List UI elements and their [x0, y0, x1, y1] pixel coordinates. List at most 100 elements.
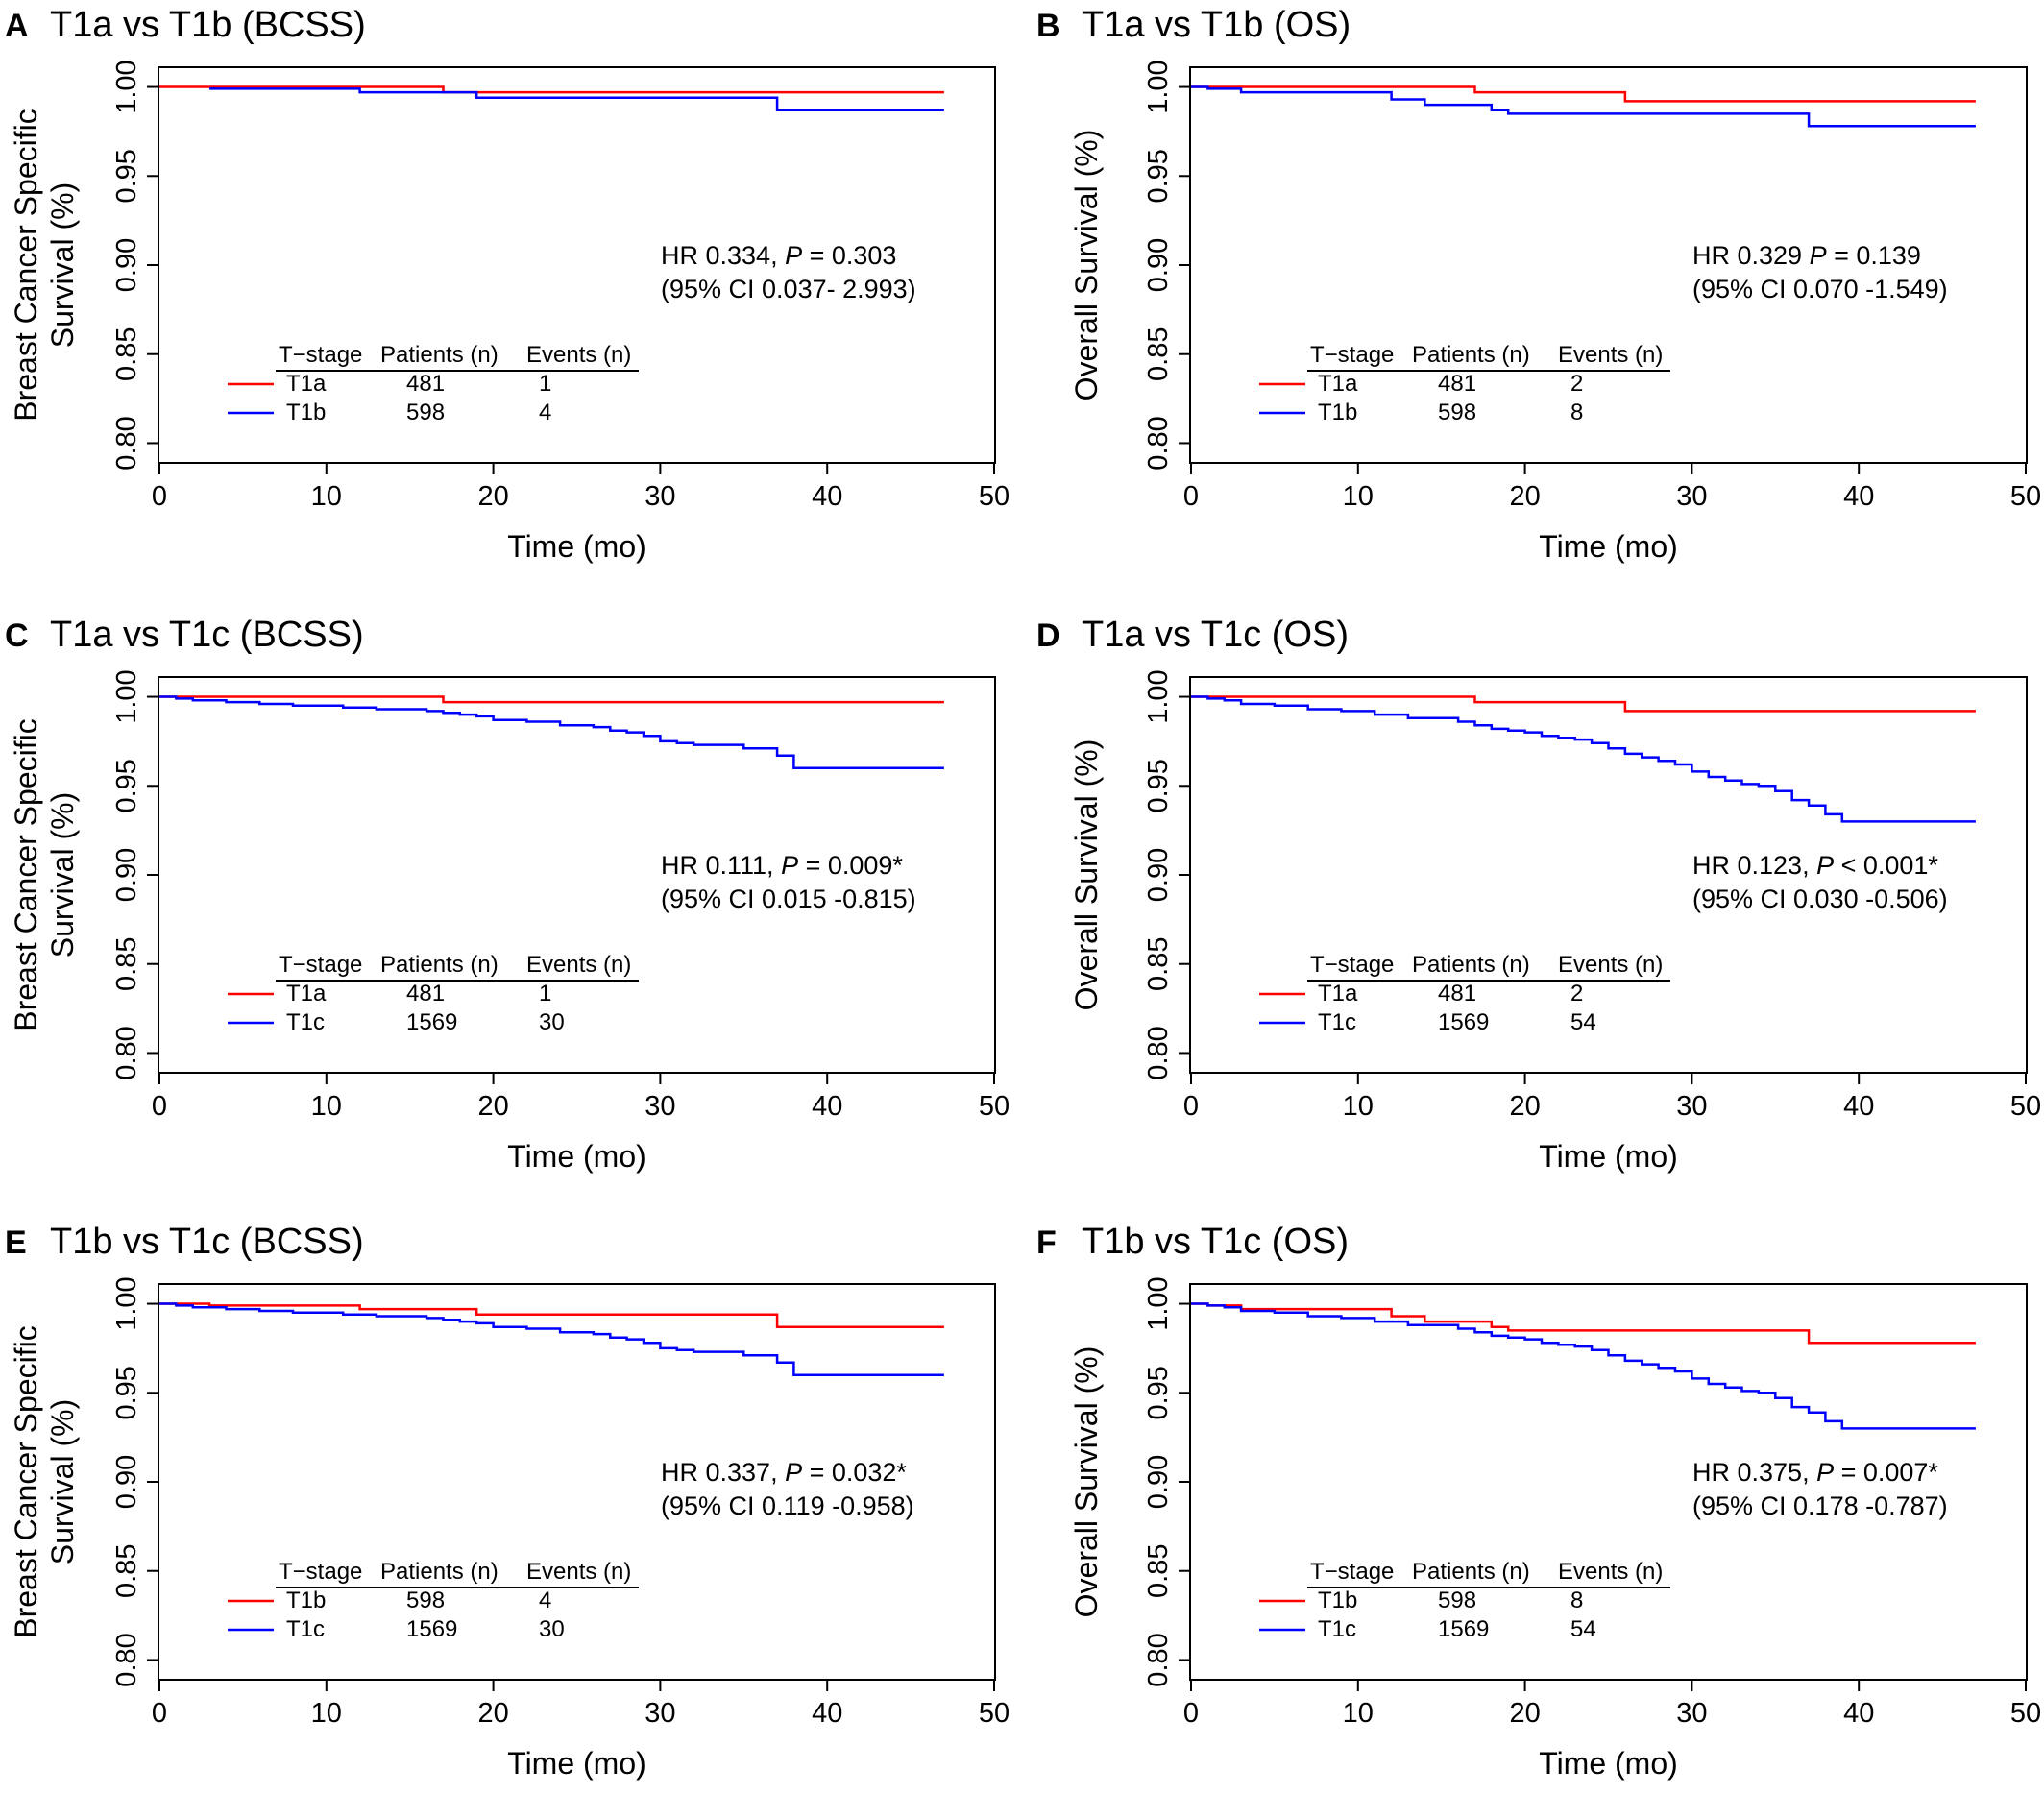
legend-header: Events (n)	[1558, 342, 1663, 368]
x-axis-label: Time (mo)	[507, 1139, 646, 1174]
legend-patients: 481	[1438, 371, 1476, 397]
legend-header: Patients (n)	[1412, 1559, 1530, 1585]
legend-events: 8	[1570, 400, 1583, 425]
x-tick-label: 30	[1676, 1091, 1707, 1122]
hr-annotation: HR 0.375, P = 0.007*	[1692, 1458, 1938, 1487]
panel-letter: D	[1036, 618, 1060, 654]
x-tick-label: 10	[1343, 1091, 1374, 1122]
x-tick-label: 50	[979, 481, 1010, 512]
x-tick-label: 40	[1843, 481, 1874, 512]
x-tick-label: 50	[2010, 1091, 2041, 1122]
survival-curve-t1b	[1191, 85, 1976, 128]
y-tick-label: 0.90	[111, 1455, 142, 1509]
survival-curve-t1a	[159, 85, 944, 94]
y-axis-label: Breast Cancer Specific	[9, 1325, 43, 1637]
x-tick-label: 40	[812, 1091, 842, 1122]
legend-events: 4	[539, 1588, 551, 1613]
legend-series-name: T1b	[286, 400, 326, 425]
survival-curve-t1a	[1191, 85, 1976, 103]
x-axis-label: Time (mo)	[507, 1746, 646, 1781]
legend-header: T−stage	[1310, 1559, 1394, 1585]
legend-series-name: T1a	[1318, 371, 1358, 397]
hr-annotation: HR 0.123, P < 0.001*	[1692, 851, 1938, 880]
legend-header: Patients (n)	[380, 342, 499, 368]
x-tick-label: 0	[1183, 1091, 1199, 1122]
x-tick-label: 30	[1676, 481, 1707, 512]
x-tick-label: 40	[812, 1698, 842, 1729]
panel-letter: E	[5, 1224, 27, 1261]
y-tick-label: 0.90	[1143, 848, 1174, 902]
legend-series-name: T1a	[286, 371, 327, 397]
legend-header: T−stage	[279, 952, 362, 978]
x-tick-label: 20	[1509, 481, 1540, 512]
hr-annotation: HR 0.334, P = 0.303	[661, 241, 896, 270]
x-tick-label: 30	[1676, 1698, 1707, 1729]
y-tick-label: 1.00	[111, 60, 142, 113]
panel-letter: A	[5, 8, 29, 44]
y-tick-label: 0.90	[111, 848, 142, 902]
x-tick-label: 10	[311, 1091, 342, 1122]
legend-header: Events (n)	[1558, 1559, 1663, 1585]
legend-header: Events (n)	[1558, 952, 1663, 978]
legend-events: 1	[539, 371, 551, 397]
legend-series-name: T1b	[1318, 1588, 1357, 1613]
y-tick-label: 0.90	[111, 238, 142, 292]
x-tick-label: 0	[152, 1091, 167, 1122]
legend-series-name: T1a	[1318, 981, 1358, 1006]
legend-events: 4	[539, 400, 551, 425]
survival-curve-t1c	[159, 1302, 944, 1376]
y-tick-label: 0.85	[1143, 327, 1174, 381]
x-tick-label: 50	[2010, 1698, 2041, 1729]
legend-events: 2	[1570, 981, 1583, 1006]
ci-annotation: (95% CI 0.070 -1.549)	[1692, 275, 1948, 303]
legend-patients: 1569	[1438, 1009, 1489, 1035]
y-tick-label: 0.80	[1143, 416, 1174, 470]
legend-header: T−stage	[279, 1559, 362, 1585]
hr-annotation: HR 0.111, P = 0.009*	[661, 851, 903, 880]
ci-annotation: (95% CI 0.119 -0.958)	[661, 1491, 914, 1520]
legend-patients: 481	[406, 981, 445, 1006]
legend-header: T−stage	[279, 342, 362, 368]
legend-patients: 598	[406, 1588, 445, 1613]
y-axis-label: Overall Survival (%)	[1069, 130, 1104, 401]
x-axis-label: Time (mo)	[1539, 529, 1678, 564]
y-tick-label: 0.95	[111, 1366, 142, 1419]
y-tick-label: 1.00	[1143, 60, 1174, 113]
ci-annotation: (95% CI 0.037- 2.993)	[661, 275, 916, 303]
survival-curve-t1b	[209, 87, 944, 111]
legend-header: Events (n)	[526, 952, 631, 978]
legend-header: Events (n)	[526, 1559, 631, 1585]
y-tick-label: 0.85	[111, 937, 142, 991]
y-tick-label: 1.00	[111, 1276, 142, 1330]
panel-e: E T1b vs T1c (BCSS) 0 10 20 30 40 50 0.80 0.85 0.9…	[5, 1222, 1010, 1781]
y-tick-label: 1.00	[111, 669, 142, 723]
x-axis-label: Time (mo)	[507, 529, 646, 564]
x-tick-label: 0	[1183, 1698, 1199, 1729]
x-tick-label: 50	[979, 1091, 1010, 1122]
ci-annotation: (95% CI 0.178 -0.787)	[1692, 1491, 1948, 1520]
legend-events: 54	[1570, 1009, 1596, 1035]
panel-f: F T1b vs T1c (OS) 0 10 20 30 40 50 0.80 0.85 0.90 0…	[1036, 1222, 2041, 1781]
y-tick-label: 0.85	[1143, 1544, 1174, 1598]
y-axis-label: Survival (%)	[45, 792, 80, 958]
legend-events: 30	[539, 1616, 565, 1642]
x-tick-label: 30	[645, 481, 675, 512]
panel-a: A T1a vs T1b (BCSS) 0 10 20 30 40 50 0.80 0.85 0.9…	[5, 5, 1010, 564]
survival-curve-t1a	[159, 695, 944, 704]
legend-header: Patients (n)	[1412, 952, 1530, 978]
legend-patients: 481	[1438, 981, 1476, 1006]
x-tick-label: 30	[645, 1091, 675, 1122]
y-tick-label: 0.95	[1143, 149, 1174, 203]
x-tick-label: 0	[152, 481, 167, 512]
legend-patients: 481	[406, 371, 445, 397]
x-tick-label: 40	[1843, 1091, 1874, 1122]
legend-series-name: T1c	[286, 1009, 325, 1035]
legend-events: 2	[1570, 371, 1583, 397]
y-tick-label: 0.85	[1143, 937, 1174, 991]
x-tick-label: 0	[152, 1698, 167, 1729]
ci-annotation: (95% CI 0.015 -0.815)	[661, 885, 916, 913]
x-tick-label: 20	[1509, 1091, 1540, 1122]
x-axis-label: Time (mo)	[1539, 1139, 1678, 1174]
legend-series-name: T1c	[1318, 1616, 1356, 1642]
